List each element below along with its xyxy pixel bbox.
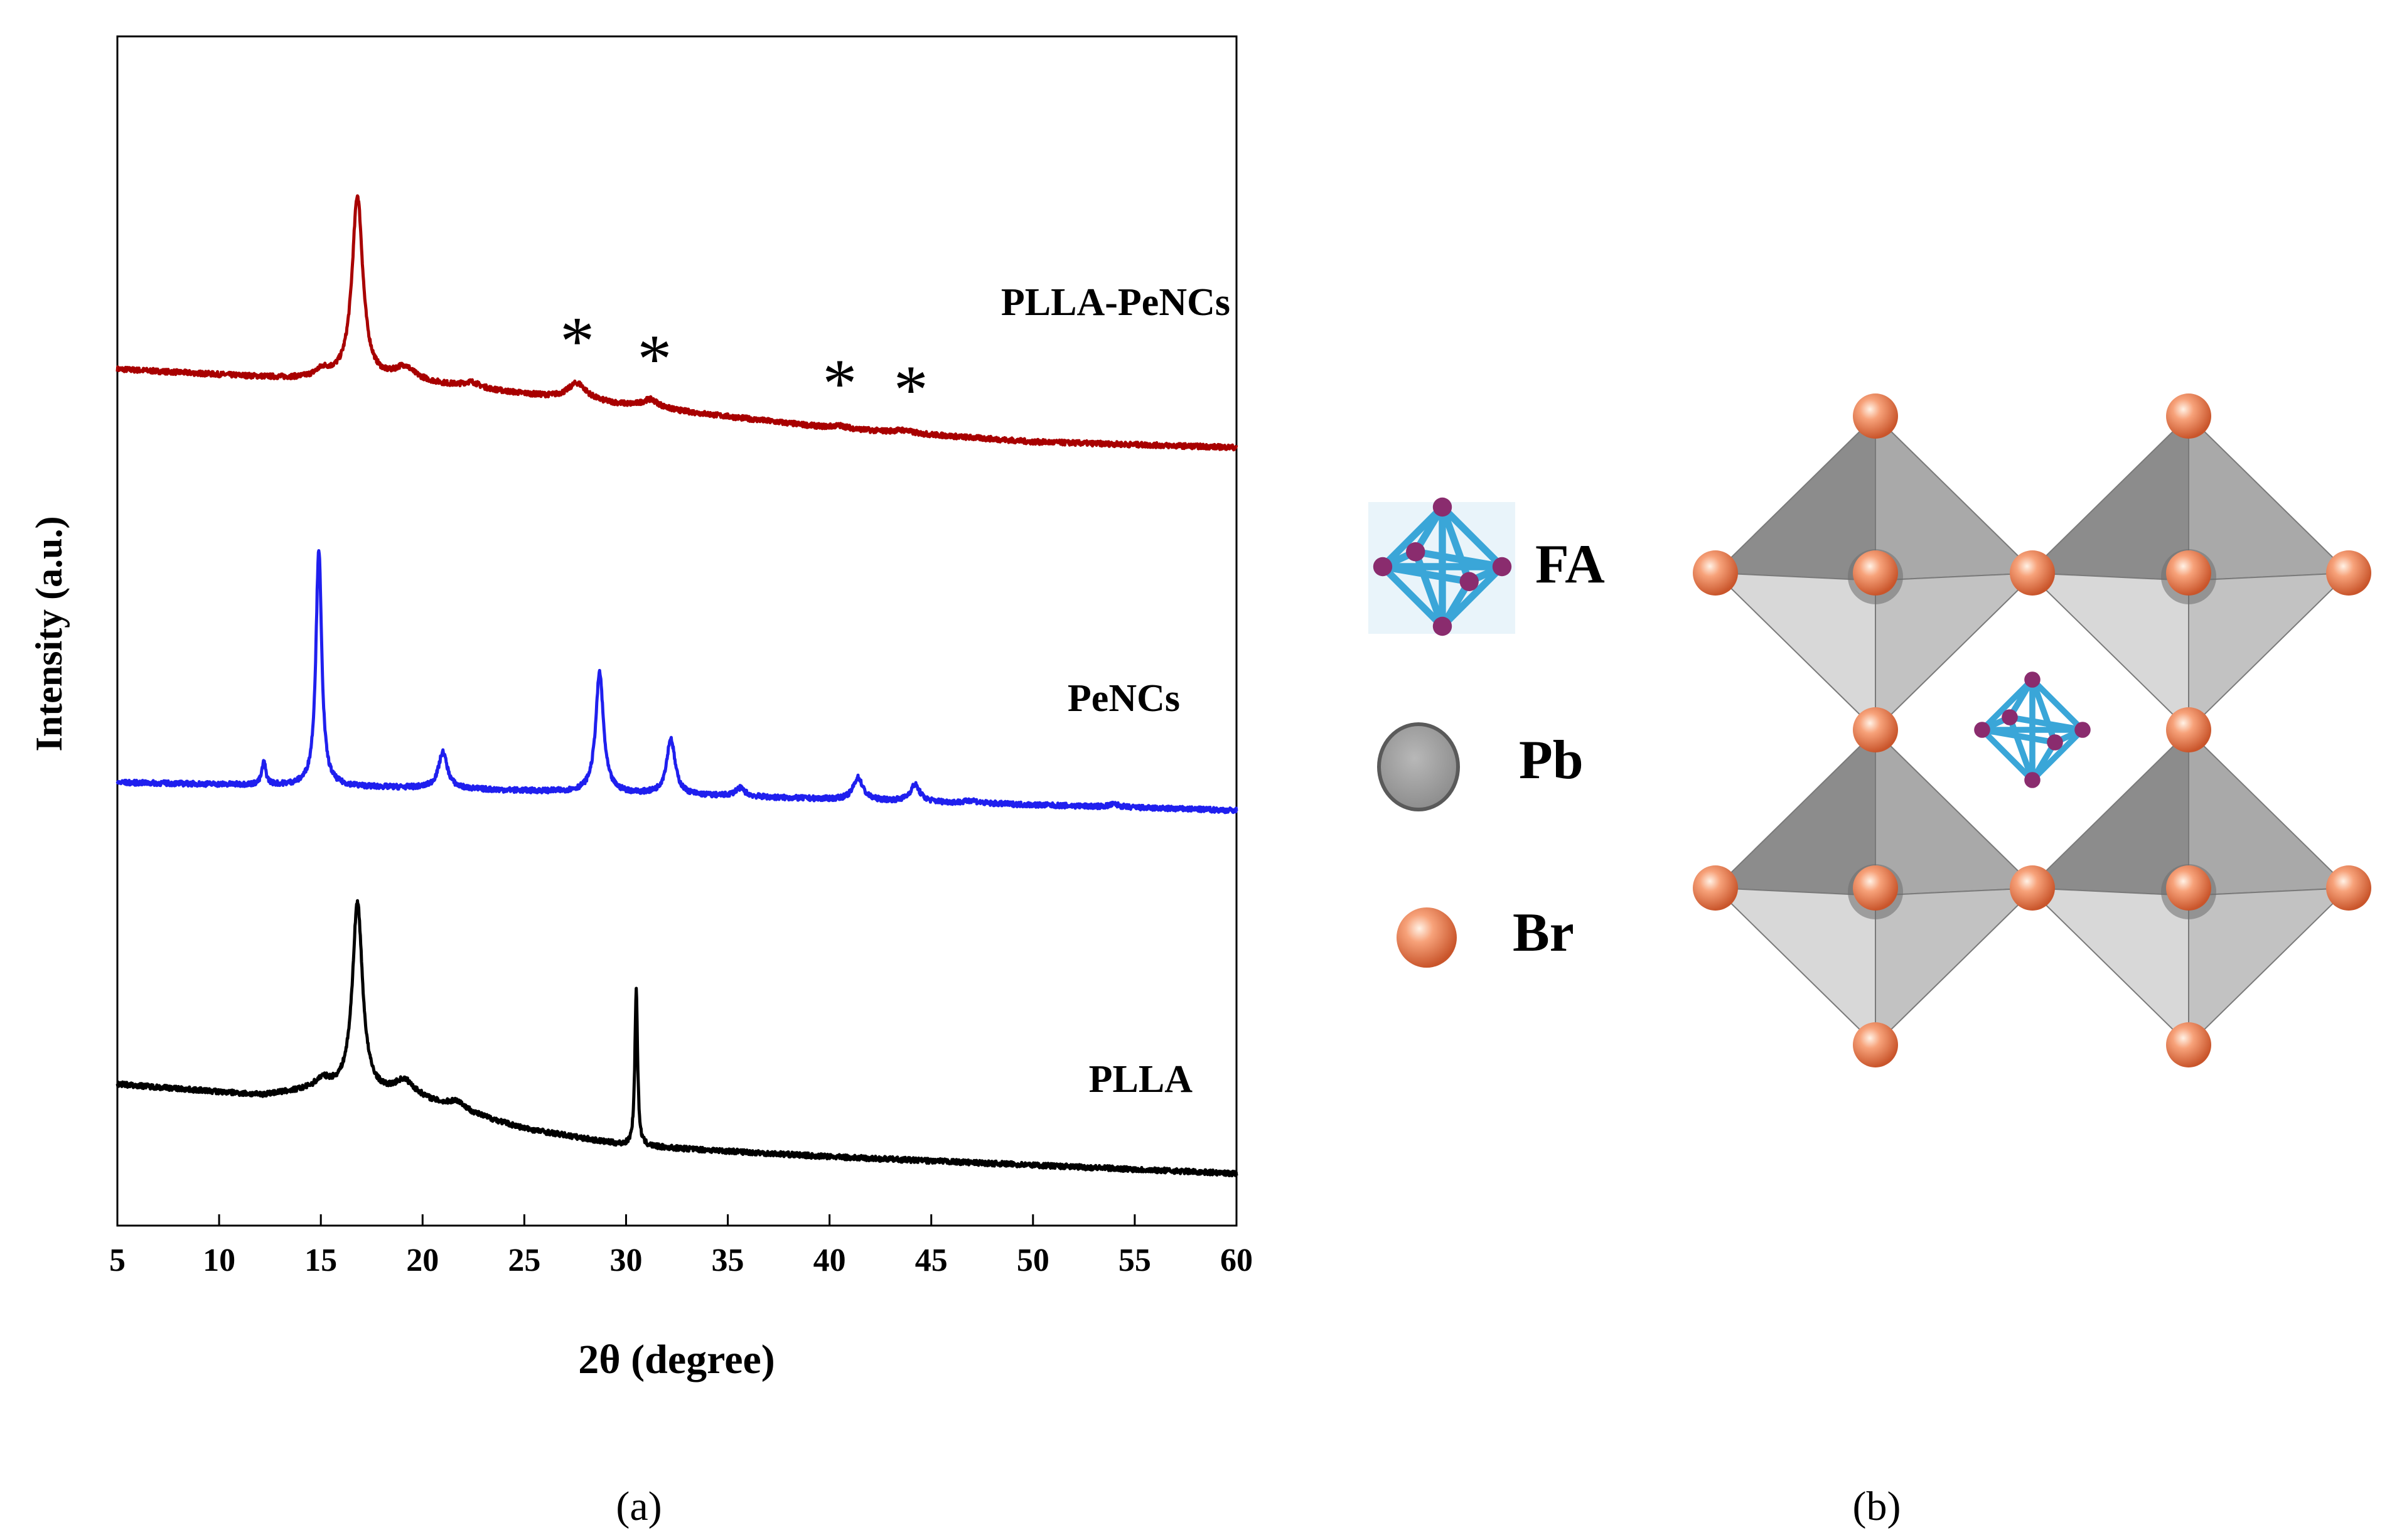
- br-atom: [2166, 393, 2211, 439]
- peak-annotations: * * * *: [560, 302, 928, 428]
- peak-asterisk: *: [822, 345, 857, 422]
- br-atom: [1693, 865, 1738, 911]
- octahedron-face: [2188, 414, 2351, 582]
- series-label-plla-pencs: PLLA-PeNCs: [1001, 281, 1230, 324]
- series-label-plla: PLLA: [1089, 1058, 1193, 1101]
- br-atom: [1853, 393, 1898, 439]
- legend-label-br: Br: [1513, 902, 1574, 963]
- fa-node: [1492, 557, 1512, 577]
- xrd-chart: 5 10 15 20 25 30 35 40 45 50 55 60 PLLA-PeNCs PeNCs…: [28, 35, 1253, 1529]
- panel-label-a: (a): [616, 1484, 662, 1529]
- structure-legend: FA Pb Br: [1368, 497, 1605, 968]
- fa-node: [1459, 572, 1479, 591]
- x-tick-label: 45: [915, 1243, 948, 1278]
- series-labels: PLLA-PeNCs PeNCs PLLA: [1001, 281, 1230, 1101]
- br-atom: [2166, 707, 2211, 752]
- series-label-pencs: PeNCs: [1068, 677, 1180, 720]
- fa-cation-icon: [1373, 497, 1512, 636]
- x-tick-label: 20: [406, 1243, 439, 1278]
- octahedron-face: [1714, 729, 1876, 897]
- octahedron-face: [2188, 572, 2351, 732]
- octahedron-face: [1714, 572, 1876, 732]
- panel-label-b: (b): [1853, 1484, 1901, 1529]
- fa-cation-center: [1974, 671, 2091, 788]
- legend-label-pb: Pb: [1519, 730, 1584, 791]
- x-tick-label: 5: [109, 1243, 126, 1278]
- fa-node: [2002, 709, 2018, 725]
- fa-bond: [1979, 727, 2035, 783]
- pb-atom-icon: [1377, 722, 1460, 811]
- x-axis: 5 10 15 20 25 30 35 40 45 50 55 60: [109, 1214, 1253, 1278]
- x-tick-label: 55: [1118, 1243, 1151, 1278]
- x-tick-label: 10: [203, 1243, 235, 1278]
- fa-node: [2047, 734, 2063, 751]
- br-atom: [1853, 1022, 1898, 1067]
- br-atom: [2166, 550, 2211, 596]
- octahedron-face: [2027, 572, 2189, 732]
- br-atom: [1853, 550, 1898, 596]
- legend-label-fa: FA: [1535, 534, 1605, 595]
- octahedron-face: [2188, 887, 2351, 1047]
- br-atom: [1693, 550, 1738, 596]
- br-atom-icon: [1397, 907, 1457, 968]
- y-axis-label: Intensity (a.u.): [28, 516, 70, 751]
- octahedron-face: [1875, 572, 2037, 732]
- crystal-structure-panel: FA Pb Br (b): [1368, 393, 2371, 1529]
- x-tick-label: 60: [1220, 1243, 1253, 1278]
- octahedron-face: [1875, 414, 2037, 582]
- series-layer: [115, 194, 1238, 1178]
- x-tick-label: 25: [508, 1243, 540, 1278]
- fa-node: [2024, 772, 2041, 788]
- fa-node: [1974, 722, 1990, 738]
- octahedron-face: [2027, 414, 2189, 582]
- series-line-pencs: [115, 549, 1238, 815]
- octahedron-face: [1714, 414, 1876, 582]
- series-line-plla: [115, 899, 1238, 1178]
- fa-node: [1406, 542, 1425, 562]
- x-tick-label: 35: [712, 1243, 744, 1278]
- br-atom: [2326, 865, 2371, 911]
- peak-asterisk: *: [560, 302, 594, 379]
- peak-asterisk: *: [894, 351, 928, 428]
- fa-bond: [1439, 503, 1506, 570]
- perovskite-lattice: [1693, 393, 2371, 1067]
- octahedron-face: [2027, 887, 2189, 1047]
- fa-bond: [2029, 676, 2086, 733]
- octahedron-face: [2188, 729, 2351, 897]
- fa-bond: [1379, 563, 1446, 630]
- br-atom: [1853, 865, 1898, 911]
- peak-asterisk: *: [637, 321, 672, 397]
- octahedron-face: [1875, 887, 2037, 1047]
- fa-node: [2074, 722, 2091, 738]
- fa-node: [2024, 671, 2041, 688]
- x-tick-label: 15: [304, 1243, 337, 1278]
- x-tick-label: 30: [609, 1243, 642, 1278]
- x-axis-label: 2θ (degree): [578, 1337, 775, 1382]
- fa-node: [1432, 616, 1452, 636]
- br-atom: [1853, 707, 1898, 752]
- x-tick-label: 50: [1017, 1243, 1049, 1278]
- br-atom: [2010, 865, 2055, 911]
- br-atom: [2326, 550, 2371, 596]
- br-atom: [2166, 865, 2211, 911]
- series-line-plla-pencs: [115, 194, 1238, 452]
- plot-frame: [116, 35, 1238, 1227]
- fa-node: [1432, 497, 1452, 517]
- br-atom: [2010, 550, 2055, 596]
- br-atom: [2166, 1022, 2211, 1067]
- octahedron-face: [1714, 887, 1876, 1047]
- fa-node: [1373, 557, 1393, 577]
- x-tick-label: 40: [813, 1243, 846, 1278]
